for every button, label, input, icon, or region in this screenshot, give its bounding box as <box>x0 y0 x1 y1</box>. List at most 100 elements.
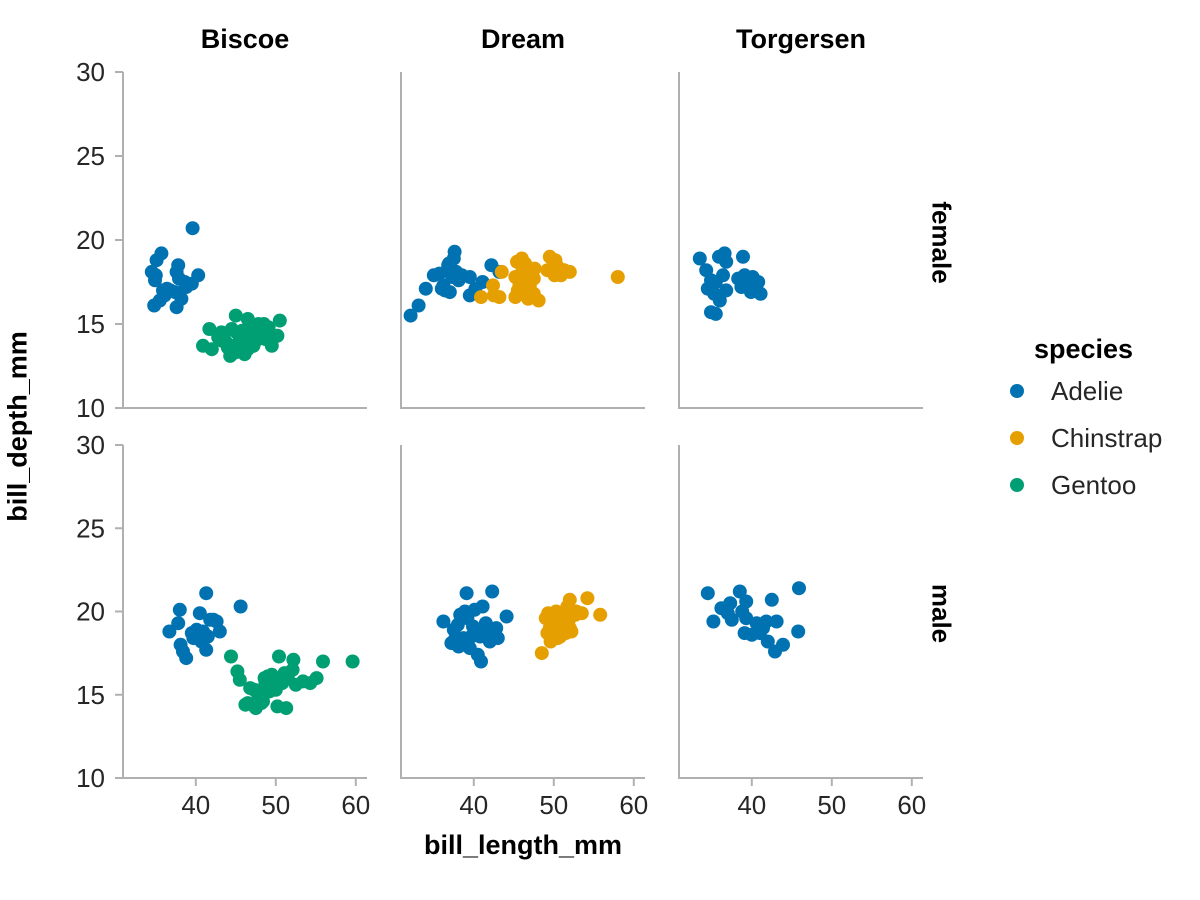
scatter-series-Chinstrap-Dream-male <box>534 591 608 661</box>
data-point <box>199 586 214 601</box>
data-point <box>204 342 219 357</box>
data-point <box>272 649 286 664</box>
data-point <box>564 624 579 639</box>
facet-panel-Biscoe-male: 30 25 20 15 10 40 50 60 <box>76 430 370 820</box>
data-point <box>171 616 186 631</box>
y-tick-label: 20 <box>76 597 105 627</box>
x-tick-label: 50 <box>817 790 846 820</box>
data-point <box>174 291 189 306</box>
data-point <box>172 602 187 617</box>
data-point <box>233 599 248 614</box>
data-point <box>486 278 500 293</box>
x-tick-label: 60 <box>619 790 648 820</box>
scatter-series-Adelie-Biscoe-male <box>162 586 248 666</box>
data-point <box>162 624 177 639</box>
data-point <box>232 672 247 687</box>
data-point <box>753 286 768 301</box>
legend-label-adelie: Adelie <box>1051 375 1124 406</box>
data-point <box>475 599 490 614</box>
data-point <box>345 654 360 669</box>
row-label-male: male <box>926 583 957 644</box>
data-point <box>769 614 784 629</box>
data-point <box>459 586 474 601</box>
data-point <box>432 266 447 281</box>
data-point <box>286 652 301 667</box>
data-point <box>418 281 433 296</box>
data-point <box>272 313 287 328</box>
data-point <box>171 258 186 273</box>
data-point <box>270 328 285 343</box>
data-point <box>593 607 608 622</box>
data-point <box>485 584 500 599</box>
y-tick-label: 20 <box>76 225 105 255</box>
data-point <box>736 249 750 264</box>
data-point <box>739 611 754 626</box>
y-tick-label: 30 <box>76 57 105 87</box>
data-point <box>499 609 514 624</box>
data-point <box>562 264 577 279</box>
data-point <box>534 646 549 661</box>
data-point <box>494 264 509 279</box>
data-point <box>309 671 324 686</box>
scatter-series-Chinstrap-Dream-female <box>474 249 625 308</box>
chinstrap-dot-icon <box>1010 431 1024 445</box>
legend-entry-adelie: Adelie <box>1003 371 1193 411</box>
data-point <box>751 275 766 289</box>
facet-panel-Biscoe-female: 30 25 20 15 10 <box>76 57 367 423</box>
facet-panel-Torgersen-female <box>678 72 923 409</box>
data-point <box>202 322 217 336</box>
data-point <box>531 293 546 308</box>
scatter-series-Adelie-Biscoe-female <box>144 221 206 315</box>
data-point <box>692 251 707 266</box>
x-tick-label: 50 <box>261 790 290 820</box>
y-tick-label: 25 <box>76 513 105 543</box>
x-tick-label: 50 <box>539 790 568 820</box>
data-point <box>490 631 505 646</box>
data-point <box>526 271 541 286</box>
facet-title-biscoe: Biscoe <box>200 24 290 54</box>
data-point <box>436 614 451 629</box>
data-point <box>712 293 727 308</box>
data-point <box>442 285 457 300</box>
data-point <box>706 614 721 629</box>
data-point <box>792 581 806 596</box>
x-tick-label: 40 <box>737 790 766 820</box>
data-point <box>739 594 754 609</box>
scatter-series-Adelie-Dream-male <box>436 584 514 669</box>
data-point <box>776 637 790 652</box>
x-tick-label: 60 <box>341 790 370 820</box>
legend: species Adelie Chinstrap Gentoo <box>1003 334 1193 505</box>
data-point <box>179 651 194 666</box>
data-point <box>192 606 207 621</box>
data-point <box>279 701 294 716</box>
data-point <box>764 592 779 607</box>
y-tick-label: 25 <box>76 141 105 171</box>
data-point <box>492 290 507 305</box>
data-point <box>316 654 330 669</box>
data-point <box>708 306 723 321</box>
y-tick-label: 30 <box>76 430 105 460</box>
data-point <box>527 261 542 276</box>
data-point <box>474 290 488 305</box>
y-axis-title: bill_depth_mm <box>2 331 33 522</box>
data-point <box>228 308 243 323</box>
data-point <box>474 654 488 669</box>
legend-entry-gentoo: Gentoo <box>1003 465 1193 505</box>
legend-label-gentoo: Gentoo <box>1051 469 1137 500</box>
data-point <box>200 629 215 644</box>
scatter-series-Adelie-Torgersen-female <box>692 246 768 321</box>
row-label-female: female <box>926 201 957 284</box>
data-point <box>403 308 418 323</box>
scatter-series-Adelie-Torgersen-male <box>700 581 806 659</box>
data-point <box>240 312 255 326</box>
data-point <box>562 592 577 607</box>
data-point <box>154 246 169 261</box>
legend-label-chinstrap: Chinstrap <box>1051 422 1163 453</box>
y-tick-label: 15 <box>76 680 105 710</box>
y-tick-label: 15 <box>76 309 105 339</box>
facet-title-torgersen: Torgersen <box>735 24 867 54</box>
gentoo-dot-icon <box>1010 478 1024 492</box>
data-point <box>462 270 477 284</box>
